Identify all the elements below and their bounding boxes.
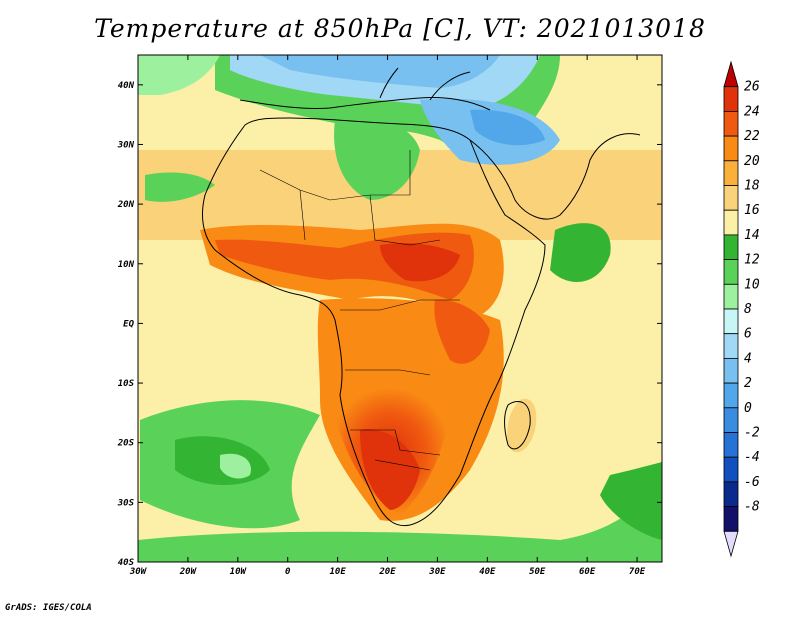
colorbar-label: 10 [744,277,760,292]
longitude-axis: 30W 20W 10W 0 10E 20E 30E 40E 50E 60E 70E [129,55,646,577]
colorbar-swatch [723,259,739,285]
temperature-field [138,55,662,562]
colorbar-label: -2 [744,426,760,441]
lat-tick-label: 20N [117,200,135,210]
colorbar-label: 12 [744,253,760,268]
lon-tick-label: 0 [285,567,291,577]
colorbar-swatch [723,506,739,532]
map-frame [137,54,663,563]
colorbar-label: 4 [744,351,752,366]
lon-tick-label: 70E [629,567,646,577]
coastlines [202,67,641,527]
colorbar-swatch [723,333,739,359]
colorbar-swatch [723,357,739,384]
colorbar-label: 22 [744,129,760,144]
colorbar-label: 6 [744,327,752,342]
colorbar-swatch [723,407,739,433]
colorbar-swatch [723,160,739,186]
colorbar-swatch [723,456,739,483]
lon-tick-label: 30E [428,567,446,577]
colorbar-label: 8 [744,302,752,317]
colorbar-label: -4 [744,450,760,465]
colorbar-swatch [723,308,739,335]
map-title: Temperature at 850hPa [C], VT: 202101301… [94,14,706,43]
colorbar-swatch [723,209,739,236]
lat-tick-label: 40N [118,81,135,91]
colorbar-swatch [723,432,739,458]
lat-tick-label: 10S [118,379,135,389]
colorbar-swatch [723,135,739,162]
lon-tick-label: 40E [479,567,496,577]
colorbar-swatch [723,111,739,137]
lon-tick-label: 50E [529,567,546,577]
lat-tick-label: 20S [117,439,135,449]
lon-tick-label: 30W [129,567,148,577]
credit-text: GrADS: IGES/COLA [5,603,92,613]
colorbar-label: -8 [744,500,760,515]
lat-tick-label: 30S [117,498,135,508]
lon-tick-label: 10W [230,567,248,577]
lat-tick-label: 40S [118,558,135,568]
latitude-axis: 40N 30N 20N 10N EQ 10S 20S 30S 40S [117,81,662,568]
colorbar-label: 0 [744,401,752,416]
colorbar-swatch [723,185,739,211]
lon-tick-label: 20W [179,567,198,577]
colorbar-label: 16 [744,203,760,218]
lat-tick-label: EQ [123,319,134,329]
colorbar-label: 14 [744,228,760,243]
lat-tick-label: 30N [117,140,135,150]
colorbar-swatch [723,481,739,507]
colorbar-top-arrow [723,60,739,88]
colorbar-bottom-arrow [723,530,739,558]
colorbar-label: 20 [744,154,760,169]
country-borders [259,150,460,471]
lon-tick-label: 60E [579,567,596,577]
colorbar-swatch [723,283,739,310]
colorbar-swatch [723,234,739,260]
colorbar-swatch [723,86,739,112]
colorbar-label: 26 [744,80,760,95]
colorbar-label: 2 [744,376,752,391]
colorbar-label: 24 [744,104,760,119]
lon-tick-label: 10E [329,567,346,577]
lat-tick-label: 10N [118,260,135,270]
lon-tick-label: 20E [378,567,396,577]
colorbar-swatch [723,382,739,409]
colorbar-label: 18 [744,179,760,194]
colorbar-label: -6 [744,475,760,490]
